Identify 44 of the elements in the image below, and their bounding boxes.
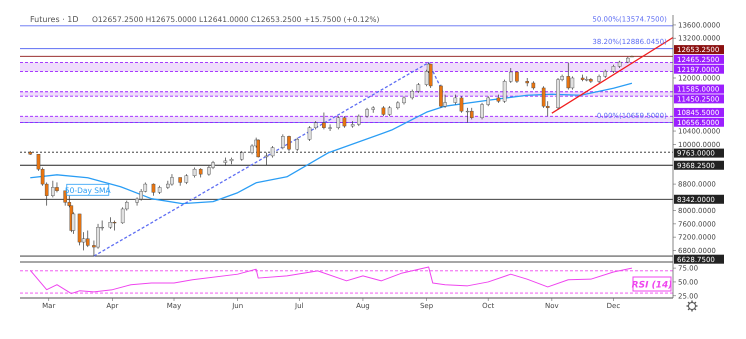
- candlestick: [570, 76, 574, 90]
- candlestick: [466, 107, 470, 123]
- candlestick: [230, 157, 234, 165]
- candlestick: [287, 135, 291, 152]
- candlestick: [51, 180, 55, 198]
- candlestick: [336, 116, 340, 130]
- candlestick: [502, 79, 506, 104]
- candlestick: [270, 146, 274, 158]
- candlestick: [86, 230, 90, 248]
- candlestick: [428, 63, 432, 88]
- candlestick: [357, 114, 361, 126]
- candlestick: [439, 84, 443, 108]
- candlestick: [486, 96, 490, 107]
- candlestick: [250, 144, 254, 155]
- candlestick: [192, 167, 196, 178]
- candlestick: [342, 116, 346, 128]
- candlestick: [170, 174, 174, 186]
- candlestick: [308, 126, 312, 142]
- candlestick: [295, 137, 300, 152]
- candlestick: [184, 174, 188, 184]
- candlestick: [470, 107, 474, 120]
- candlestick: [388, 106, 392, 116]
- candlestick: [410, 89, 414, 100]
- candlestick: [542, 86, 546, 108]
- candlestick: [281, 134, 285, 150]
- candlestick: [322, 112, 326, 130]
- candlestick: [480, 102, 484, 120]
- candlestick: [256, 138, 260, 158]
- candlestick: [454, 94, 458, 105]
- candlestick: [55, 182, 59, 193]
- chart-title: Futures · 1D: [30, 15, 79, 24]
- candlestick: [328, 124, 332, 132]
- candlestick: [152, 183, 156, 196]
- candlestick: [508, 68, 513, 84]
- candlestick: [112, 220, 116, 231]
- candlestick: [382, 106, 386, 116]
- candlestick: [460, 96, 464, 114]
- candlestick: [198, 168, 203, 178]
- candlestick: [264, 152, 268, 166]
- candlestick: [416, 82, 420, 94]
- candlestick: [365, 107, 369, 118]
- candlestick: [108, 216, 112, 230]
- candlestick: [566, 62, 570, 90]
- candlestick: [240, 150, 244, 162]
